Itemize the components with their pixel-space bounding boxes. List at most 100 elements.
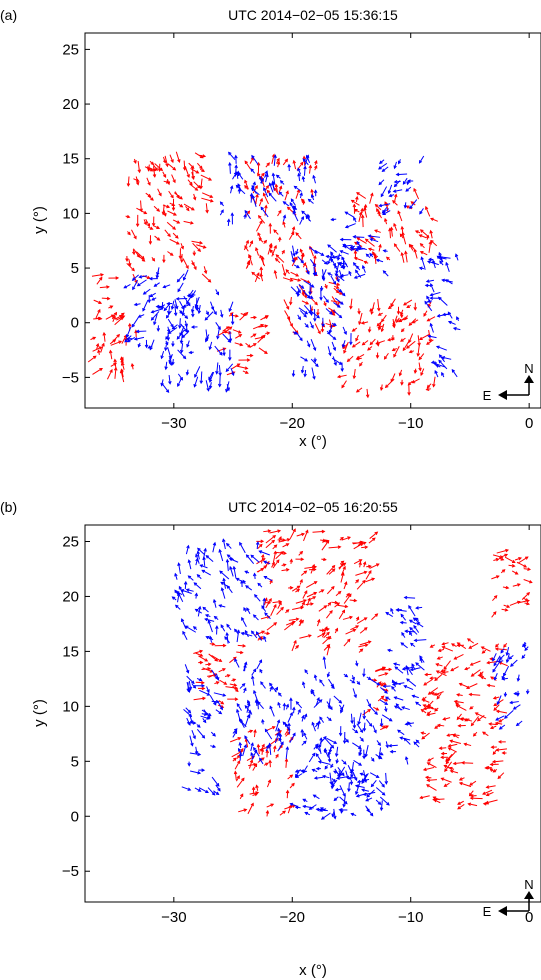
arrow-head xyxy=(312,596,317,600)
arrow-shaft xyxy=(281,264,286,276)
arrow-shaft xyxy=(195,296,200,308)
arrow-head xyxy=(393,165,397,170)
arrow-head xyxy=(419,251,424,255)
arrow-shaft xyxy=(236,703,242,711)
arrow-head xyxy=(347,788,351,793)
arrow-head xyxy=(337,545,342,549)
arrow-shaft xyxy=(227,554,235,561)
arrow-shaft xyxy=(437,255,444,262)
arrow-head xyxy=(305,301,310,305)
arrow-head xyxy=(112,339,117,343)
arrow-shaft xyxy=(394,180,401,187)
arrow-shaft xyxy=(356,241,362,249)
arrow-shaft xyxy=(196,729,205,739)
arrow-head xyxy=(480,676,484,680)
arrow-head xyxy=(202,606,207,611)
arrow-head xyxy=(408,349,413,354)
arrow-shaft xyxy=(308,199,314,204)
arrow-head xyxy=(239,342,244,347)
arrow-head xyxy=(437,648,442,653)
arrow-head xyxy=(334,264,338,269)
arrow-head xyxy=(469,662,474,666)
arrow-shaft xyxy=(188,575,194,581)
arrow-head xyxy=(339,273,344,278)
arrow-head xyxy=(167,330,172,334)
arrow-head xyxy=(163,212,167,217)
arrow-shaft xyxy=(493,704,500,711)
arrow-shaft xyxy=(225,363,234,372)
arrow-head xyxy=(356,237,361,241)
arrow-head xyxy=(245,585,249,589)
arrow-head xyxy=(459,717,464,721)
arrow-shaft xyxy=(250,343,257,348)
arrow-head xyxy=(339,291,344,295)
arrow-head xyxy=(438,354,443,358)
arrow-shaft xyxy=(266,779,271,788)
arrow-head xyxy=(389,749,394,754)
arrow-head xyxy=(371,577,376,581)
arrow-head xyxy=(340,560,345,565)
arrow-head xyxy=(493,611,497,615)
arrow-shaft xyxy=(351,199,360,206)
arrow-head xyxy=(481,650,486,654)
arrow-head xyxy=(262,597,266,602)
arrow-head xyxy=(263,560,267,565)
arrow-head xyxy=(441,642,446,646)
arrow-head xyxy=(501,569,506,573)
arrow-head xyxy=(255,193,259,198)
arrow-shaft xyxy=(132,274,139,281)
arrow-shaft xyxy=(201,709,212,717)
arrow-head xyxy=(356,779,361,784)
arrow-head xyxy=(196,574,201,578)
arrow-head xyxy=(529,580,533,584)
arrow-head xyxy=(380,193,384,198)
arrow-head xyxy=(321,277,326,282)
arrow-shaft xyxy=(215,322,221,330)
arrow-head xyxy=(141,258,146,262)
arrow-head xyxy=(510,663,514,667)
arrow-shaft xyxy=(151,308,163,313)
arrow-head xyxy=(152,174,157,178)
arrow-head xyxy=(282,272,287,277)
arrow-head xyxy=(365,253,370,258)
arrow-head xyxy=(320,816,325,820)
arrow-head xyxy=(379,387,384,392)
arrow-shaft xyxy=(447,312,453,319)
arrow-head xyxy=(304,811,309,816)
arrow-head xyxy=(394,666,399,670)
arrow-head xyxy=(92,336,97,340)
arrow-head xyxy=(285,609,290,613)
arrow-head xyxy=(301,199,306,204)
arrow-head xyxy=(256,743,261,748)
arrow-head xyxy=(370,192,374,197)
arrow-head xyxy=(259,197,263,202)
arrow-head xyxy=(313,272,317,276)
arrow-shaft xyxy=(342,326,347,335)
arrow-shaft xyxy=(309,165,312,174)
arrow-head xyxy=(208,346,212,351)
arrow-head xyxy=(289,323,293,328)
arrow-shaft xyxy=(326,737,337,744)
arrow-head xyxy=(378,243,382,248)
arrow-head xyxy=(192,735,196,740)
arrow-shaft xyxy=(405,722,415,725)
arrow-head xyxy=(282,563,287,567)
arrow-shaft xyxy=(220,582,231,589)
arrow-shaft xyxy=(332,356,337,366)
arrow-head xyxy=(398,318,402,323)
arrow-shaft xyxy=(114,315,123,320)
arrow-head xyxy=(384,672,389,676)
arrow-shaft xyxy=(303,732,308,740)
arrow-head xyxy=(113,311,118,316)
arrow-head xyxy=(363,617,368,621)
arrow-head xyxy=(241,777,245,782)
arrow-shaft xyxy=(195,554,200,564)
arrow-shaft xyxy=(331,779,338,787)
arrow-head xyxy=(375,258,380,263)
arrow-head xyxy=(432,796,437,800)
arrow-head xyxy=(367,347,371,351)
arrow-shaft xyxy=(339,785,346,797)
arrow-head xyxy=(268,182,273,187)
arrow-head xyxy=(335,776,340,780)
arrow-head xyxy=(369,341,374,346)
